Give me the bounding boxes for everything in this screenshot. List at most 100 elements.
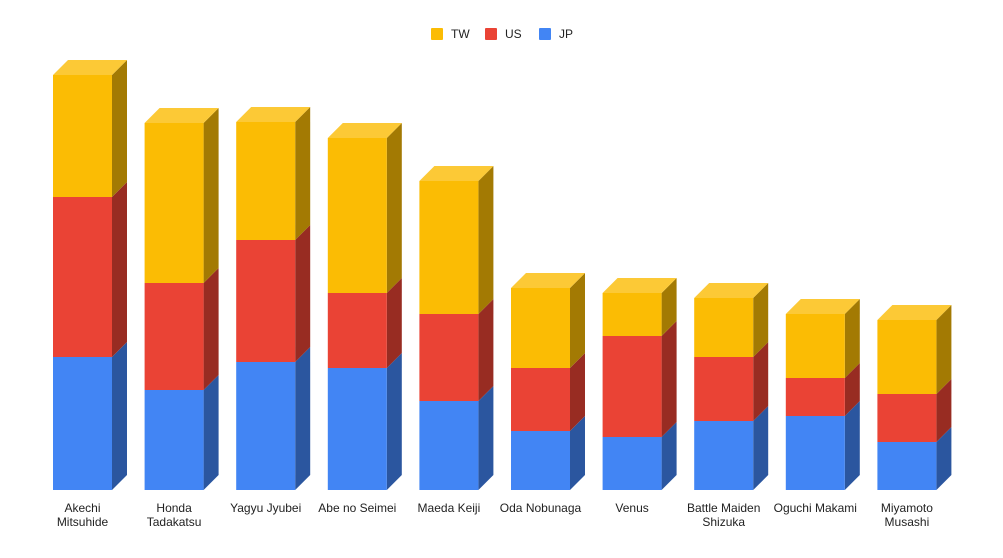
- bar-side-us: [570, 353, 585, 431]
- bar-segment-jp: [694, 421, 754, 490]
- category-label: Oda Nobunaga: [500, 501, 582, 515]
- category-label: Venus: [615, 501, 648, 515]
- category-label: Oguchi Makami: [774, 501, 857, 515]
- bar-miyamoto-musashi: [877, 305, 952, 490]
- legend-label: US: [505, 27, 522, 41]
- legend-item-jp: JP: [539, 27, 573, 41]
- bar-side-tw: [753, 283, 769, 357]
- bar-segment-us: [694, 357, 754, 421]
- legend-swatch: [485, 28, 497, 40]
- bar-segment-us: [785, 378, 845, 416]
- bar-side-jp: [936, 427, 952, 490]
- bar-segment-us: [327, 293, 387, 368]
- bar-segment-us: [419, 314, 479, 401]
- bar-oda-nobunaga: [511, 273, 585, 490]
- bar-side-jp: [570, 416, 585, 490]
- bar-akechi-mitsuhide: [53, 60, 127, 490]
- bar-maeda-keiji: [419, 166, 494, 490]
- bar-segment-us: [877, 394, 937, 442]
- bar-battle-maiden-shizuka: [694, 283, 769, 490]
- category-label: Abe no Seimei: [318, 501, 396, 515]
- bar-segment-us: [511, 368, 570, 431]
- category-label: Honda Tadakatsu: [147, 501, 202, 529]
- bar-side-jp: [203, 375, 219, 490]
- bar-segment-tw: [785, 314, 845, 378]
- bar-segment-jp: [785, 416, 845, 490]
- bar-segment-us: [602, 336, 662, 437]
- bar-side-tw: [661, 278, 677, 336]
- bar-side-jp: [661, 422, 677, 490]
- bar-segment-tw: [236, 122, 296, 240]
- legend-item-us: US: [485, 27, 522, 41]
- bar-side-tw: [295, 107, 311, 240]
- bar-side-us: [478, 299, 494, 401]
- bar-top-face: [144, 108, 219, 123]
- bar-side-tw: [478, 166, 494, 314]
- legend-label: JP: [559, 27, 573, 41]
- bar-top-face: [511, 273, 585, 288]
- category-labels: Akechi Mitsuhide Honda Tadakatsu Yagyu Jyube…: [57, 501, 933, 529]
- bar-oguchi-makami: [785, 299, 860, 490]
- bar-side-tw: [112, 60, 127, 197]
- bar-segment-tw: [877, 320, 937, 394]
- bar-segment-tw: [511, 288, 570, 368]
- bar-segment-jp: [602, 437, 662, 490]
- bar-yagyu-jyubei: [236, 107, 311, 490]
- legend-swatch: [431, 28, 443, 40]
- bar-side-tw: [203, 108, 219, 283]
- category-label: Miyamoto Musashi: [881, 501, 933, 529]
- bar-side-jp: [844, 401, 860, 490]
- bar-segment-jp: [511, 431, 570, 490]
- bar-side-us: [203, 268, 219, 390]
- bar-side-tw: [936, 305, 952, 394]
- bar-side-us: [844, 363, 860, 416]
- bar-segment-jp: [419, 401, 479, 490]
- bar-segment-jp: [144, 390, 204, 490]
- bar-side-jp: [112, 342, 127, 490]
- bar-side-us: [753, 342, 769, 421]
- bar-side-jp: [753, 406, 769, 490]
- bar-side-us: [936, 379, 952, 442]
- category-label: Yagyu Jyubei: [230, 501, 301, 515]
- bar-side-us: [112, 182, 127, 357]
- bar-side-us: [295, 225, 311, 362]
- bar-side-jp: [295, 347, 311, 490]
- bar-segment-tw: [53, 75, 112, 197]
- bar-abe-no-seimei: [327, 123, 402, 490]
- bar-segment-jp: [236, 362, 296, 490]
- bar-segment-jp: [327, 368, 387, 490]
- bar-side-tw: [386, 123, 402, 293]
- bar-top-face: [694, 283, 769, 298]
- bar-segment-tw: [144, 123, 204, 283]
- bar-side-jp: [386, 353, 402, 490]
- bar-side-jp: [478, 386, 494, 490]
- bar-segment-tw: [327, 138, 387, 293]
- category-label: Akechi Mitsuhide: [57, 501, 109, 529]
- bar-side-tw: [570, 273, 585, 368]
- bar-venus: [602, 278, 677, 490]
- bar-segment-jp: [877, 442, 937, 490]
- bar-area: [53, 60, 952, 490]
- category-label: Maeda Keiji: [418, 501, 481, 515]
- bar-segment-tw: [602, 293, 662, 336]
- legend-label: TW: [451, 27, 470, 41]
- bar-top-face: [236, 107, 311, 122]
- bar-segment-jp: [53, 357, 112, 490]
- bar-top-face: [877, 305, 952, 320]
- bar-side-tw: [844, 299, 860, 378]
- bar-top-face: [419, 166, 494, 181]
- bar-top-face: [327, 123, 402, 138]
- legend-item-tw: TW: [431, 27, 470, 41]
- bar-side-us: [661, 321, 677, 437]
- legend-swatch: [539, 28, 551, 40]
- bar-segment-us: [53, 197, 112, 357]
- category-label: Battle Maiden Shizuka: [687, 501, 760, 529]
- chart-legend: TW US JP: [431, 27, 573, 41]
- bar-honda-tadakatsu: [144, 108, 219, 490]
- bar-segment-tw: [694, 298, 754, 357]
- bar-segment-tw: [419, 181, 479, 314]
- bar-segment-us: [144, 283, 204, 390]
- bar-segment-us: [236, 240, 296, 362]
- bar-top-face: [53, 60, 127, 75]
